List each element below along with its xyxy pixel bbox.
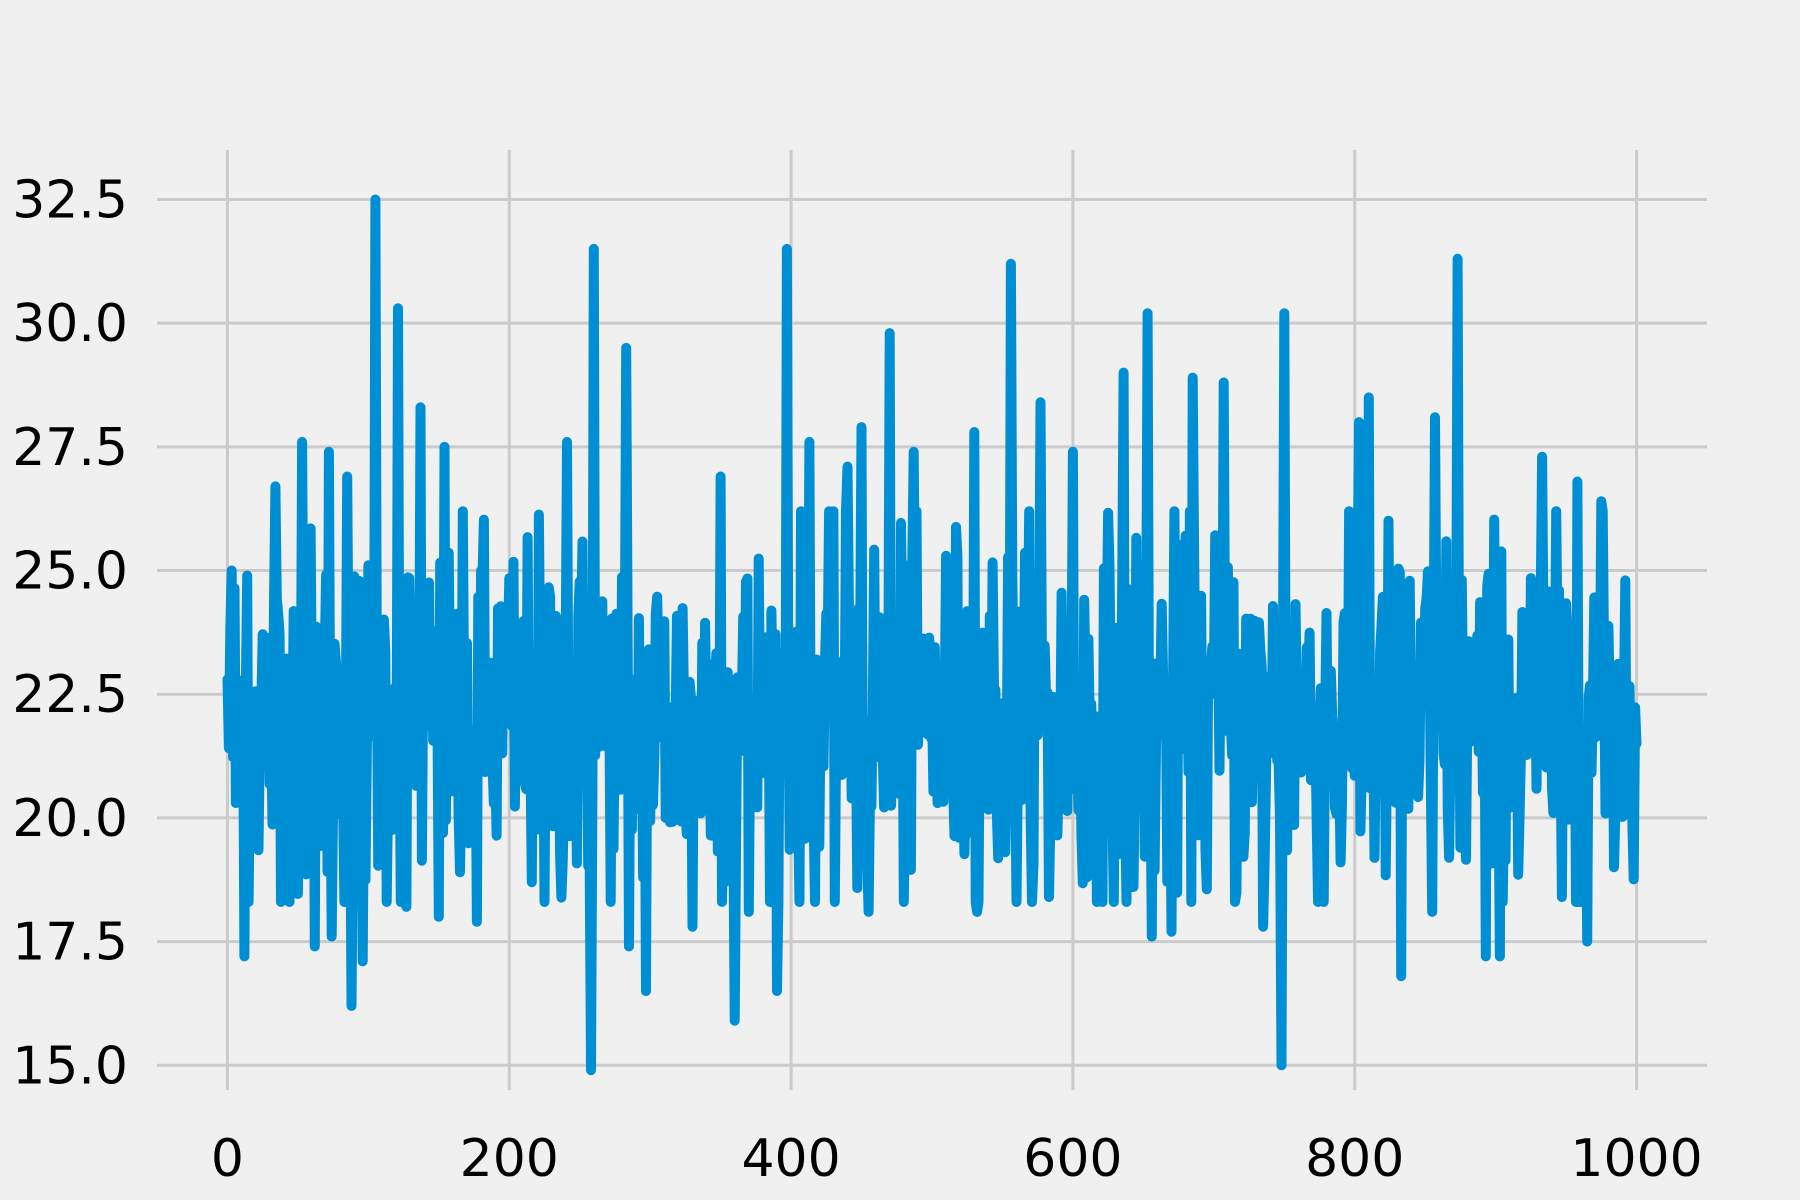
x-tick-label: 200	[460, 1129, 559, 1189]
x-tick-label: 0	[211, 1129, 244, 1189]
y-tick-label: 22.5	[12, 665, 128, 725]
y-tick-label: 32.5	[12, 170, 128, 230]
y-axis-ticks: 15.0 17.5 20.0 22.5 25.0 27.5 30.0 32.5	[12, 170, 128, 1096]
y-tick-label: 17.5	[12, 913, 128, 973]
x-tick-label: 400	[741, 1129, 840, 1189]
x-tick-label: 1000	[1570, 1129, 1702, 1189]
x-axis-ticks: 0 200 400 600 800 1000	[211, 1129, 1703, 1189]
series-layer	[222, 194, 1642, 1076]
y-tick-label: 20.0	[12, 789, 128, 849]
y-tick-label: 30.0	[12, 294, 128, 354]
y-tick-label: 15.0	[12, 1036, 128, 1096]
gridlines	[157, 150, 1707, 1090]
series-line	[222, 194, 1642, 1076]
y-tick-label: 27.5	[12, 418, 128, 478]
x-tick-label: 600	[1023, 1129, 1122, 1189]
x-tick-label: 800	[1305, 1129, 1404, 1189]
y-tick-label: 25.0	[12, 542, 128, 602]
